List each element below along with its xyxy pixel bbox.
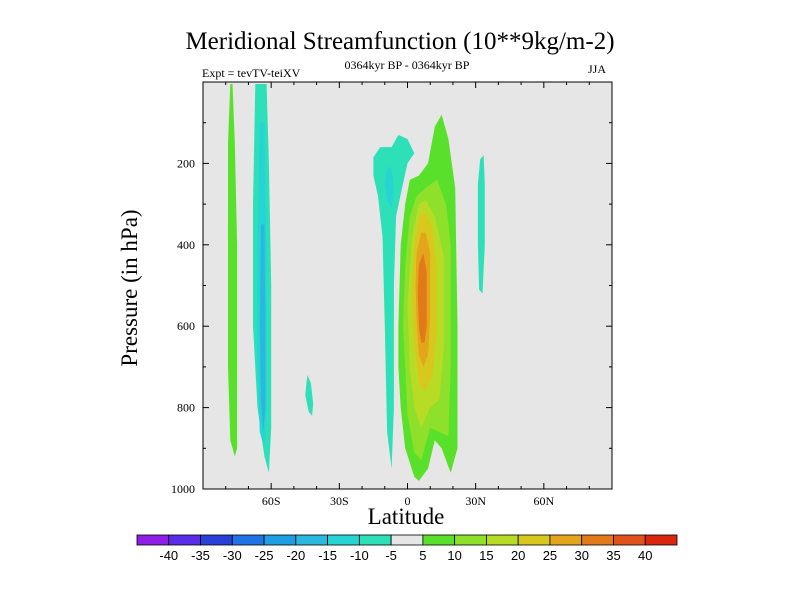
y-tick-label: 200	[177, 156, 195, 170]
colorbar-swatch	[644, 534, 678, 546]
axes: 60S 30S 0 30N 60N 200 400 600 800 1000	[171, 81, 613, 508]
x-tick-label: 60N	[533, 494, 554, 508]
colorbar-label: 25	[543, 548, 557, 563]
colorbar-label: 30	[574, 548, 588, 563]
colorbar-swatch	[613, 534, 646, 546]
x-tick-label: 0	[405, 494, 411, 508]
x-tick-label: 30S	[330, 494, 349, 508]
colorbar-label: -40	[159, 548, 178, 563]
experiment-label: Expt = tevTV-teiXV	[202, 66, 301, 80]
contour-region-4	[305, 375, 314, 416]
y-tick-label: 400	[177, 238, 195, 252]
colorbar-label: -35	[191, 548, 210, 563]
colorbar-label: -25	[255, 548, 274, 563]
contour-region-13	[417, 252, 427, 343]
colorbar-swatch	[327, 534, 360, 546]
colorbar-swatch	[549, 534, 583, 546]
contour-region-7	[477, 155, 485, 294]
contour-region-6	[384, 167, 394, 209]
colorbar-label: -30	[223, 548, 242, 563]
colorbar-swatch	[358, 534, 392, 546]
colorbar-label: -10	[350, 548, 369, 563]
y-tick-label: 1000	[171, 482, 195, 496]
colorbar-swatch	[454, 534, 487, 546]
x-axis-label: Latitude	[367, 504, 445, 529]
colorbar-swatch	[136, 534, 170, 546]
colorbar-label: 35	[606, 548, 620, 563]
colorbar-label: -5	[385, 548, 397, 563]
colorbar: -40 -35 -30 -25 -20 -15 -10 -5 5 10 15 20 25 30 35 40	[136, 534, 678, 563]
colorbar-swatch	[422, 534, 456, 546]
y-tick-label: 800	[177, 401, 195, 415]
colorbar-label: 20	[511, 548, 525, 563]
plot-area	[203, 82, 612, 489]
colorbar-swatch	[390, 534, 424, 546]
colorbar-label: -20	[286, 548, 305, 563]
colorbar-label: -15	[318, 548, 337, 563]
colorbar-swatch	[581, 534, 614, 546]
colorbar-swatch	[168, 534, 201, 546]
contour-region-5	[373, 134, 415, 469]
colorbar-swatch	[200, 534, 233, 546]
colorbar-swatch	[517, 534, 551, 546]
colorbar-label: 40	[638, 548, 652, 563]
colorbar-swatch	[295, 534, 328, 546]
colorbar-swatch	[263, 534, 297, 546]
x-tick-label: 60S	[262, 494, 281, 508]
y-tick-label: 600	[177, 319, 195, 333]
chart-subtitle: 0364kyr BP - 0364kyr BP	[344, 58, 470, 72]
colorbar-swatch	[486, 534, 519, 546]
x-tick-label: 30N	[465, 494, 486, 508]
contour-region-3	[259, 224, 266, 432]
season-label: JJA	[588, 62, 607, 76]
colorbar-label: 15	[479, 548, 493, 563]
colorbar-swatch	[231, 534, 265, 546]
colorbar-label: 10	[447, 548, 461, 563]
chart-title: Meridional Streamfunction (10**9kg/m-2)	[185, 28, 615, 55]
contour-region-0	[228, 84, 238, 457]
colorbar-label: 5	[419, 548, 426, 563]
